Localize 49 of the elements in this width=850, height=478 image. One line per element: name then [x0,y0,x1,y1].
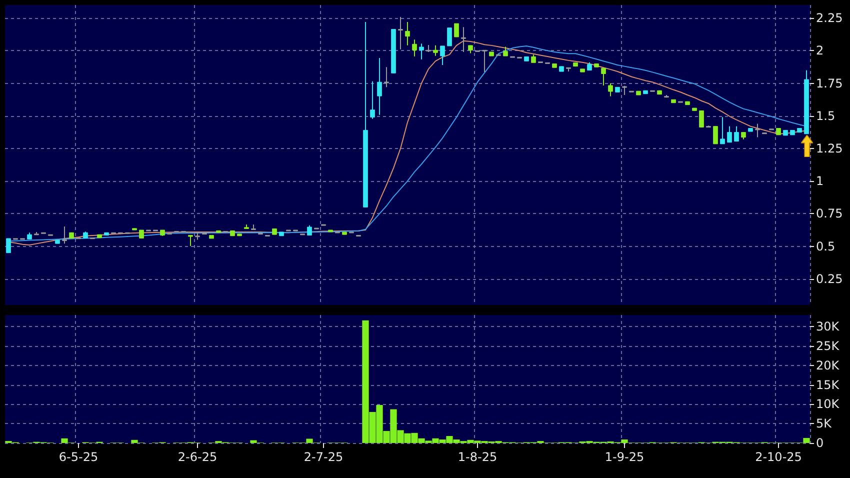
candlestick [398,16,403,50]
candlestick [734,126,739,142]
candlestick [412,39,417,57]
y-tick-label: 10K [816,397,840,412]
candlestick [433,44,438,56]
candlestick [6,238,11,254]
candlestick [62,226,67,244]
y-tick-label: 0.5 [816,239,836,254]
y-tick-label: 25K [816,339,840,354]
candlestick [419,43,424,60]
y-tick-label: 1.25 [816,141,843,156]
y-tick-label: 15K [816,378,840,392]
candlestick [727,126,732,143]
candlestick [601,68,606,86]
candlestick [699,110,704,128]
y-tick-label: 20K [816,358,840,372]
y-tick-label: 0.25 [816,272,843,286]
y-tick-label: 2.25 [816,11,843,26]
x-tick-label: 2-6-25 [178,450,218,464]
candlestick [713,126,718,144]
candlestick [503,46,508,56]
candlestick [461,26,466,52]
candlestick [482,50,487,73]
y-tick-label: 0 [816,436,824,450]
candlestick [384,66,389,88]
candlestick [307,224,312,236]
x-tick-label: 1-9-25 [604,450,644,464]
candlestick [755,123,760,138]
candlestick [188,234,193,247]
candlestick [720,116,725,144]
candlestick [405,21,410,46]
x-tick-label: 2-7-25 [304,450,344,464]
x-tick-label: 2-10-25 [755,450,802,464]
candlestick [370,80,375,120]
candlestick [251,224,256,230]
candlestick [608,82,613,97]
y-tick-label: 0.75 [816,206,843,221]
y-tick-label: 1.5 [816,108,836,123]
y-tick-label: 30K [816,320,840,334]
y-tick-label: 1.75 [816,76,843,90]
x-tick-label: 6-5-25 [58,450,98,464]
candlestick [377,57,382,116]
y-tick-label: 5K [816,416,833,431]
candlestick [454,23,459,38]
candlestick [440,45,445,66]
y-tick-label: 2 [816,44,824,58]
candlestick [447,27,452,46]
x-tick-label: 1-8-25 [458,450,498,464]
y-tick-label: 1 [816,174,824,188]
